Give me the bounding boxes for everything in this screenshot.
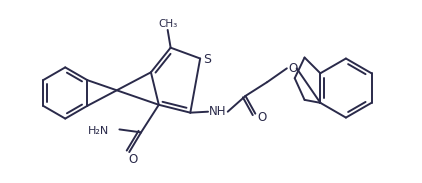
- Text: O: O: [257, 111, 267, 124]
- Text: NH: NH: [209, 105, 227, 118]
- Text: O: O: [129, 153, 138, 167]
- Text: CH₃: CH₃: [158, 19, 177, 29]
- Text: H₂N: H₂N: [88, 126, 110, 136]
- Text: S: S: [203, 53, 211, 66]
- Text: O: O: [288, 62, 298, 75]
